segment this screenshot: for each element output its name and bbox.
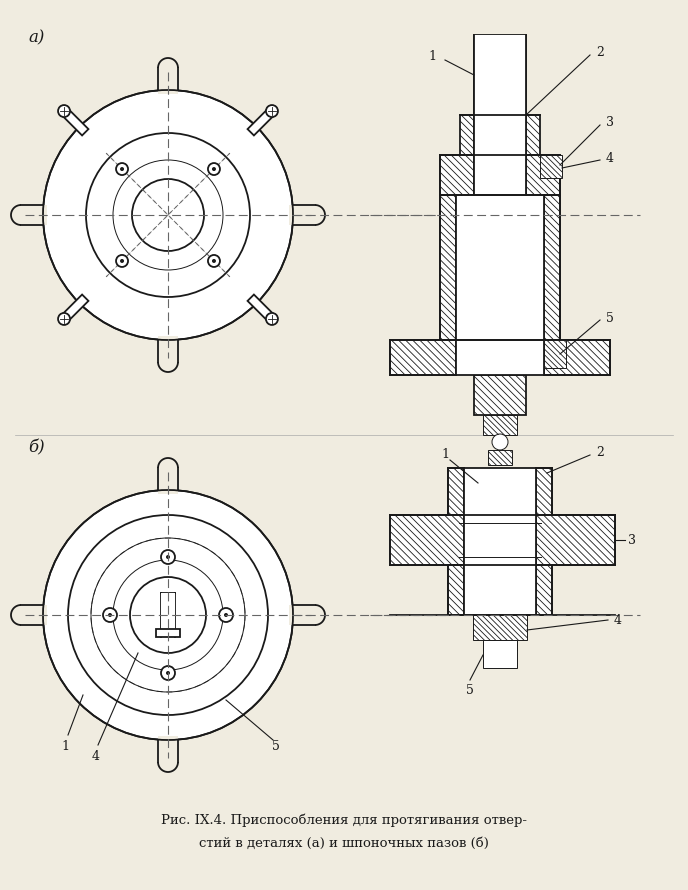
Polygon shape bbox=[440, 195, 456, 340]
Polygon shape bbox=[483, 415, 517, 435]
Polygon shape bbox=[248, 295, 275, 322]
Text: 1: 1 bbox=[61, 740, 69, 754]
Bar bbox=[158, 68, 178, 94]
Circle shape bbox=[219, 608, 233, 622]
Polygon shape bbox=[474, 35, 526, 115]
Bar bbox=[21, 605, 47, 625]
Bar bbox=[464, 565, 536, 615]
Circle shape bbox=[120, 259, 124, 263]
Bar bbox=[161, 593, 175, 637]
Bar bbox=[456, 195, 544, 340]
Circle shape bbox=[161, 666, 175, 680]
Polygon shape bbox=[544, 340, 610, 375]
Bar bbox=[158, 736, 178, 762]
Text: Рис. IX.4. Приспособления для протягивания отвер-: Рис. IX.4. Приспособления для протягиван… bbox=[161, 813, 527, 827]
Polygon shape bbox=[61, 108, 89, 135]
Circle shape bbox=[492, 434, 508, 450]
Circle shape bbox=[86, 133, 250, 297]
Polygon shape bbox=[448, 468, 464, 515]
Circle shape bbox=[166, 555, 170, 559]
Text: а): а) bbox=[28, 29, 44, 46]
Polygon shape bbox=[526, 155, 560, 195]
Text: 2: 2 bbox=[596, 45, 604, 59]
Text: 4: 4 bbox=[614, 613, 622, 627]
Text: 1: 1 bbox=[428, 51, 436, 63]
Circle shape bbox=[120, 167, 124, 171]
Circle shape bbox=[103, 608, 117, 622]
Bar bbox=[464, 515, 536, 565]
Polygon shape bbox=[248, 108, 275, 135]
Text: 5: 5 bbox=[466, 684, 474, 697]
Bar bbox=[21, 205, 47, 225]
Circle shape bbox=[266, 313, 278, 325]
Bar bbox=[464, 468, 536, 515]
Bar bbox=[483, 640, 517, 668]
Text: б): б) bbox=[28, 439, 45, 456]
Circle shape bbox=[266, 105, 278, 117]
Circle shape bbox=[113, 160, 223, 270]
Text: 3: 3 bbox=[606, 116, 614, 128]
Circle shape bbox=[212, 167, 216, 171]
Polygon shape bbox=[390, 515, 464, 565]
Text: 5: 5 bbox=[272, 740, 280, 754]
Bar bbox=[158, 336, 178, 362]
Bar bbox=[474, 35, 526, 195]
Polygon shape bbox=[544, 340, 566, 368]
Circle shape bbox=[208, 163, 220, 175]
Text: 4: 4 bbox=[92, 750, 100, 764]
Circle shape bbox=[166, 671, 170, 675]
Polygon shape bbox=[544, 195, 560, 340]
Bar bbox=[156, 629, 180, 637]
Circle shape bbox=[132, 179, 204, 251]
Polygon shape bbox=[540, 155, 562, 178]
Text: 4: 4 bbox=[606, 151, 614, 165]
Text: 3: 3 bbox=[628, 533, 636, 546]
Circle shape bbox=[116, 163, 128, 175]
Polygon shape bbox=[390, 340, 456, 375]
Bar bbox=[289, 605, 315, 625]
Polygon shape bbox=[536, 468, 552, 515]
Bar bbox=[456, 340, 544, 375]
Text: стий в деталях (а) и шпоночных пазов (б): стий в деталях (а) и шпоночных пазов (б) bbox=[199, 837, 489, 849]
Circle shape bbox=[208, 255, 220, 267]
Polygon shape bbox=[536, 515, 615, 565]
Polygon shape bbox=[61, 295, 89, 322]
Bar bbox=[158, 468, 178, 494]
Polygon shape bbox=[536, 565, 552, 615]
Circle shape bbox=[58, 313, 70, 325]
Polygon shape bbox=[460, 115, 474, 155]
Polygon shape bbox=[526, 115, 540, 155]
Polygon shape bbox=[448, 565, 464, 615]
Circle shape bbox=[212, 259, 216, 263]
Bar bbox=[289, 205, 315, 225]
Polygon shape bbox=[473, 615, 527, 640]
Circle shape bbox=[116, 255, 128, 267]
Polygon shape bbox=[474, 375, 526, 415]
Circle shape bbox=[224, 613, 228, 617]
Circle shape bbox=[43, 90, 293, 340]
Text: 2: 2 bbox=[596, 446, 604, 458]
Circle shape bbox=[161, 550, 175, 564]
Polygon shape bbox=[440, 155, 474, 195]
Text: 1: 1 bbox=[441, 449, 449, 462]
Text: 5: 5 bbox=[606, 312, 614, 325]
Polygon shape bbox=[488, 450, 512, 465]
Circle shape bbox=[108, 613, 112, 617]
Circle shape bbox=[43, 490, 293, 740]
Circle shape bbox=[58, 105, 70, 117]
Circle shape bbox=[130, 577, 206, 653]
